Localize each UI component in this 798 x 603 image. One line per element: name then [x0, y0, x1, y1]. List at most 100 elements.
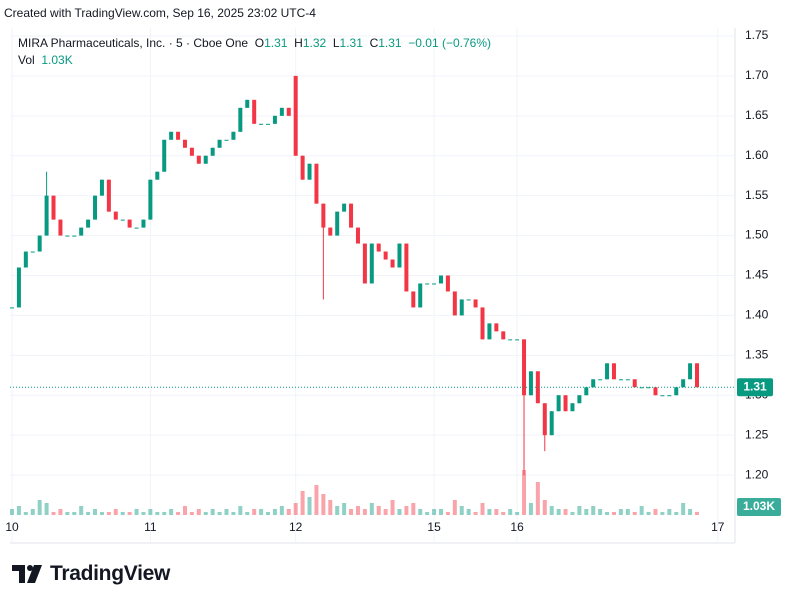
candle-body: [120, 219, 125, 221]
candle-body: [674, 387, 679, 396]
logo-mark: [12, 565, 42, 583]
candle-body: [162, 139, 167, 172]
volume-bar: [23, 512, 28, 515]
volume-bar: [37, 500, 42, 515]
volume-bar: [667, 509, 672, 515]
volume-bar: [605, 512, 610, 515]
candle-body: [438, 275, 443, 284]
candle-body: [99, 179, 104, 196]
candle-body: [10, 307, 14, 309]
volume-bar: [674, 512, 679, 515]
volume-bar: [176, 512, 181, 515]
volume-bar: [570, 512, 575, 515]
candle-body: [148, 179, 153, 220]
volume-bar: [245, 512, 250, 515]
candle-body: [37, 235, 42, 252]
volume-bar: [231, 512, 236, 515]
volume-bar: [120, 512, 125, 515]
candle-body: [23, 251, 28, 268]
candle-body: [141, 219, 146, 228]
volume-bar: [577, 506, 582, 515]
candle-body: [217, 139, 222, 148]
volume-bar: [390, 500, 395, 515]
candle-body: [473, 299, 478, 308]
candle-body: [445, 275, 450, 292]
volume-bar: [556, 509, 561, 515]
y-tick-label: 1.20: [745, 467, 769, 481]
volume-bar: [272, 509, 277, 515]
candle-body: [660, 395, 665, 397]
candle-body: [480, 307, 485, 340]
y-tick-label: 1.75: [745, 28, 769, 42]
y-tick-label: 1.35: [745, 347, 769, 361]
volume-bar: [162, 512, 167, 515]
candle-body: [646, 387, 651, 389]
volume-bar: [10, 509, 14, 515]
volume-bar: [459, 506, 464, 515]
y-tick-label: 1.55: [745, 188, 769, 202]
volume-bar: [522, 470, 527, 515]
vol-label: Vol: [18, 53, 35, 67]
volume-bar: [598, 509, 603, 515]
volume-bar: [418, 509, 423, 515]
volume-bar: [501, 512, 506, 515]
volume-bar: [314, 485, 319, 515]
volume-bar: [86, 512, 91, 515]
volume-bar: [113, 509, 118, 515]
volume-bar: [369, 503, 374, 515]
candle-body: [272, 115, 277, 124]
candle-body: [501, 331, 506, 340]
x-tick-label: 11: [144, 520, 157, 534]
volume-bar: [480, 503, 485, 515]
candle-body: [598, 379, 603, 381]
candle-body: [259, 123, 264, 125]
volume-bar: [653, 509, 658, 515]
y-tick-label: 1.25: [745, 427, 769, 441]
candle-body: [369, 243, 374, 284]
candle-body: [466, 299, 471, 301]
candle-body: [508, 339, 513, 341]
candle-body: [300, 155, 305, 180]
o-label: O: [254, 36, 265, 50]
candle-body: [611, 363, 616, 380]
candle-body: [591, 379, 596, 388]
volume-bar: [224, 509, 229, 515]
x-tick-label: 10: [5, 520, 19, 534]
candle-body: [487, 323, 492, 340]
volume-bar: [134, 509, 139, 515]
x-tick-label: 12: [289, 520, 303, 534]
y-tick-label: 1.50: [745, 228, 769, 242]
candle-body: [231, 131, 236, 140]
volume-bar: [155, 512, 160, 515]
volume-bar: [549, 506, 554, 515]
volume-bar: [72, 512, 77, 515]
volume-bar: [210, 509, 215, 515]
candle-body: [342, 203, 347, 212]
candle-body: [238, 107, 243, 132]
c-value: 1.31: [378, 36, 402, 50]
volume-bar: [169, 509, 174, 515]
volume-bar: [688, 509, 693, 515]
candle-body: [224, 139, 229, 141]
volume-bar: [279, 506, 284, 515]
candle-body: [549, 411, 554, 436]
volume-bar: [58, 509, 63, 515]
candle-body: [286, 107, 291, 116]
candle-body: [314, 163, 319, 204]
volume-bar: [148, 509, 153, 515]
volume-bar: [425, 512, 430, 515]
y-tick-label: 1.45: [745, 268, 769, 282]
candle-body: [93, 195, 98, 220]
volume-bar: [528, 503, 533, 515]
last-price-label: 1.31: [743, 379, 767, 393]
volume-bar: [535, 482, 540, 515]
candle-body: [681, 379, 686, 388]
volume-bar: [252, 509, 257, 515]
candle-body: [16, 267, 21, 308]
volume-bar: [30, 509, 35, 515]
candle-body: [335, 211, 340, 236]
volume-bar: [508, 509, 513, 515]
ohlc-line: MIRA Pharmaceuticals, Inc. · 5 · Cboe On…: [18, 35, 491, 52]
candle-body: [252, 99, 257, 124]
